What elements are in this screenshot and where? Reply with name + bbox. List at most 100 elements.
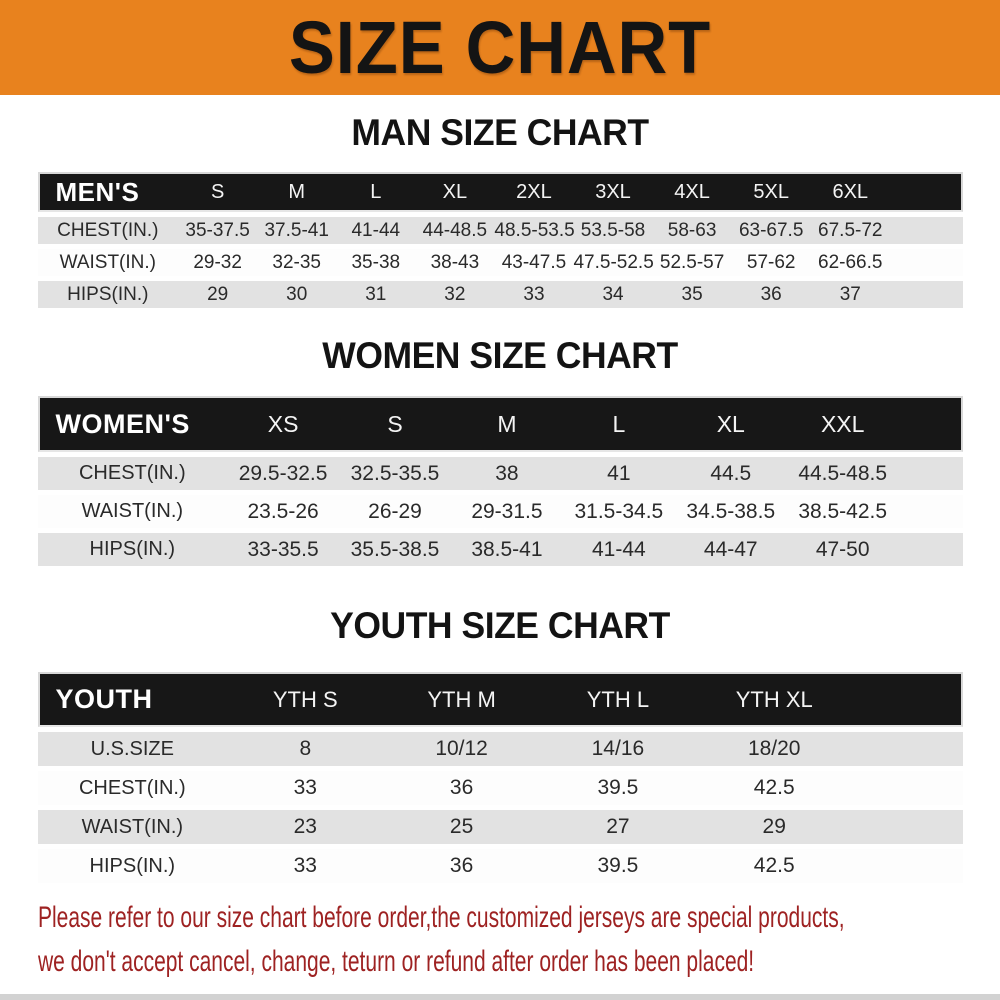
notice-line-1: Please refer to our size chart before or… bbox=[38, 901, 845, 934]
row-filler bbox=[852, 810, 963, 844]
size-header-row: YOUTH YTH S YTH M YTH L YTH XL bbox=[37, 672, 963, 727]
size-value: 25 bbox=[383, 810, 540, 844]
size-value: 23.5-26 bbox=[227, 495, 340, 528]
row-label: CHEST(IN.) bbox=[37, 771, 228, 805]
size-value: 36 bbox=[383, 771, 540, 805]
size-value: 44-47 bbox=[674, 533, 787, 566]
size-value: 33 bbox=[227, 849, 384, 883]
size-chart-banner: SIZE CHART bbox=[0, 0, 1000, 95]
size-value: 42.5 bbox=[696, 771, 853, 805]
size-value: 36 bbox=[731, 281, 811, 308]
measurement-row: CHEST(IN.) 29.5-32.5 32.5-35.5 38 41 44.5 44.5… bbox=[37, 457, 963, 490]
row-label: HIPS(IN.) bbox=[37, 281, 179, 308]
column-header: 6XL bbox=[810, 172, 890, 212]
size-value: 39.5 bbox=[539, 771, 697, 805]
size-value: 37 bbox=[810, 281, 890, 308]
column-header: XXL bbox=[786, 396, 899, 452]
women-section-title: WOMEN SIZE CHART bbox=[322, 335, 678, 376]
size-header-row: MEN'S S M L XL 2XL 3XL 4XL 5XL 6XL bbox=[37, 172, 963, 212]
size-value: 43-47.5 bbox=[494, 249, 574, 276]
youth-section-title: YOUTH SIZE CHART bbox=[330, 605, 670, 646]
size-value: 29-31.5 bbox=[450, 495, 563, 528]
notice-line-2: we don't accept cancel, change, teturn o… bbox=[38, 945, 755, 978]
column-header: M bbox=[257, 172, 337, 212]
size-value: 48.5-53.5 bbox=[494, 217, 575, 244]
size-value: 34.5-38.5 bbox=[674, 495, 787, 528]
column-header: XL bbox=[674, 396, 787, 452]
measurement-row: U.S.SIZE 8 10/12 14/16 18/20 bbox=[37, 732, 963, 766]
size-header-row: WOMEN'S XS S M L XL XXL bbox=[37, 396, 963, 452]
size-value: 36 bbox=[383, 849, 540, 883]
measurement-row: CHEST(IN.) 33 36 39.5 42.5 bbox=[37, 771, 963, 805]
size-value: 29 bbox=[696, 810, 853, 844]
size-value: 23 bbox=[227, 810, 384, 844]
row-label: HIPS(IN.) bbox=[37, 849, 228, 883]
size-value: 58-63 bbox=[652, 217, 732, 244]
table-corner-label: MEN'S bbox=[37, 172, 179, 212]
size-value: 33 bbox=[227, 771, 384, 805]
row-filler bbox=[889, 249, 963, 276]
size-value: 10/12 bbox=[383, 732, 540, 766]
banner-title: SIZE CHART bbox=[288, 5, 712, 89]
size-value: 41 bbox=[562, 457, 675, 490]
size-value: 32 bbox=[415, 281, 495, 308]
column-header: 4XL bbox=[652, 172, 732, 212]
size-value: 35-37.5 bbox=[178, 217, 258, 244]
row-filler bbox=[898, 457, 963, 490]
row-filler bbox=[898, 533, 963, 566]
size-value: 38.5-42.5 bbox=[786, 495, 899, 528]
size-value: 35.5-38.5 bbox=[339, 533, 451, 566]
row-label: CHEST(IN.) bbox=[37, 217, 179, 244]
size-value: 47-50 bbox=[786, 533, 899, 566]
row-filler bbox=[852, 771, 963, 805]
row-filler bbox=[852, 732, 963, 766]
size-value: 27 bbox=[539, 810, 697, 844]
youth-size-section: YOUTH SIZE CHART YOUTH YTH S YTH M YTH L YTH… bbox=[0, 603, 1000, 888]
size-value: 8 bbox=[227, 732, 384, 766]
size-value: 37.5-41 bbox=[257, 217, 337, 244]
measurement-row: HIPS(IN.) 33-35.5 35.5-38.5 38.5-41 41-44 44-… bbox=[37, 533, 963, 566]
size-value: 41-44 bbox=[562, 533, 675, 566]
row-label: WAIST(IN.) bbox=[37, 810, 228, 844]
column-header: 2XL bbox=[494, 172, 574, 212]
column-header: YTH XL bbox=[696, 672, 853, 727]
measurement-row: HIPS(IN.) 33 36 39.5 42.5 bbox=[37, 849, 963, 883]
size-value: 30 bbox=[257, 281, 337, 308]
size-value: 44-48.5 bbox=[415, 217, 495, 244]
row-filler bbox=[889, 217, 963, 244]
order-notice: Please refer to our size chart before or… bbox=[38, 896, 1000, 984]
men-section-title: MAN SIZE CHART bbox=[351, 112, 649, 153]
size-value: 38 bbox=[450, 457, 563, 490]
size-value: 35 bbox=[652, 281, 732, 308]
size-value: 31.5-34.5 bbox=[562, 495, 675, 528]
women-size-section: WOMEN SIZE CHART WOMEN'S XS S M L XL XXL CHEST(… bbox=[0, 333, 1000, 571]
size-value: 29-32 bbox=[178, 249, 258, 276]
size-value: 32-35 bbox=[257, 249, 337, 276]
size-value: 33 bbox=[494, 281, 574, 308]
column-header: L bbox=[336, 172, 416, 212]
column-header: 5XL bbox=[731, 172, 811, 212]
size-value: 41-44 bbox=[336, 217, 416, 244]
size-value: 18/20 bbox=[696, 732, 853, 766]
size-value: 67.5-72 bbox=[810, 217, 890, 244]
header-filler bbox=[898, 396, 963, 452]
row-filler bbox=[889, 281, 963, 308]
measurement-row: WAIST(IN.) 23.5-26 26-29 29-31.5 31.5-34.5 34… bbox=[37, 495, 963, 528]
row-label: HIPS(IN.) bbox=[37, 533, 228, 566]
measurement-row: HIPS(IN.) 29 30 31 32 33 34 35 36 37 bbox=[37, 281, 963, 308]
size-value: 38.5-41 bbox=[450, 533, 563, 566]
row-label: CHEST(IN.) bbox=[37, 457, 228, 490]
column-header: S bbox=[178, 172, 258, 212]
size-value: 62-66.5 bbox=[810, 249, 890, 276]
table-corner-label: WOMEN'S bbox=[37, 396, 228, 452]
column-header: YTH L bbox=[539, 672, 697, 727]
size-value: 29.5-32.5 bbox=[227, 457, 340, 490]
size-value: 52.5-57 bbox=[652, 249, 732, 276]
column-header: 3XL bbox=[573, 172, 653, 212]
column-header: S bbox=[339, 396, 451, 452]
size-value: 34 bbox=[573, 281, 653, 308]
men-size-table: MEN'S S M L XL 2XL 3XL 4XL 5XL 6XL CHEST(IN.) 35-37… bbox=[37, 167, 963, 313]
column-header: YTH M bbox=[383, 672, 540, 727]
youth-size-table: YOUTH YTH S YTH M YTH L YTH XL U.S.SIZE 8 10/12… bbox=[37, 667, 963, 888]
